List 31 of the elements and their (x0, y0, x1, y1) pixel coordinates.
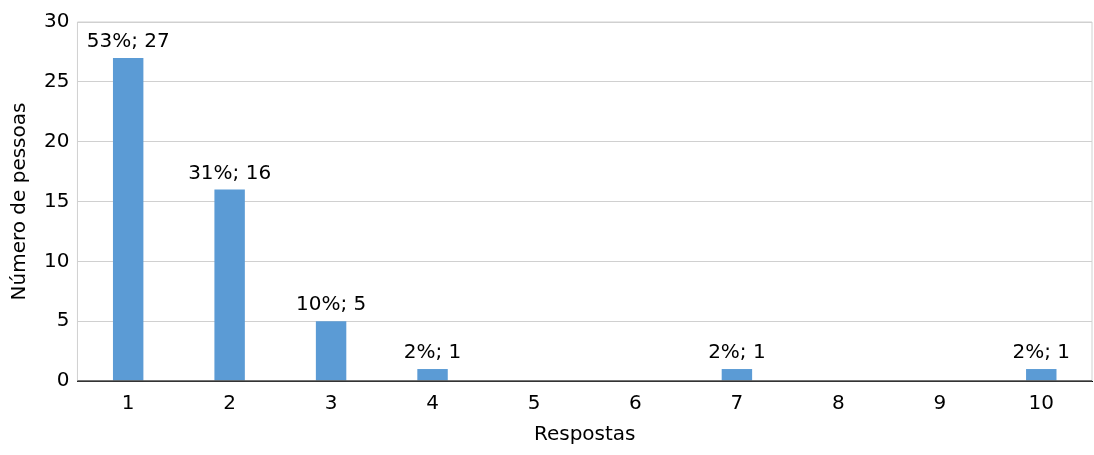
y-tick-label: 5 (56, 307, 70, 332)
data-label: 2%; 1 (403, 339, 462, 364)
bar (112, 57, 144, 381)
x-tick-label: 8 (832, 390, 845, 415)
x-tick-label: 2 (223, 390, 236, 415)
data-label: 53%; 27 (86, 28, 170, 53)
data-label: 10%; 5 (295, 291, 367, 316)
bar (214, 189, 245, 381)
y-tick-label: 30 (44, 8, 70, 33)
x-tick-label: 4 (426, 390, 439, 415)
x-tick-label: 3 (324, 390, 338, 415)
x-tick-label: 5 (527, 390, 541, 415)
bar (1026, 369, 1057, 381)
data-label: 2%; 1 (1012, 339, 1071, 364)
y-axis-title: Número de pessoas (6, 102, 31, 301)
data-label: 2%; 1 (708, 339, 766, 364)
x-tick-label: 9 (933, 390, 947, 415)
x-tick-label: 10 (1028, 390, 1054, 415)
y-tick-label: 25 (44, 68, 70, 93)
bar (721, 369, 753, 381)
data-label: 31%; 16 (188, 159, 272, 184)
x-tick-label: 6 (629, 390, 642, 415)
bar (417, 369, 448, 381)
x-axis-title: Respostas (533, 421, 636, 446)
x-tick-label: 1 (121, 390, 135, 415)
x-tick-label: 7 (730, 390, 744, 415)
y-tick-label: 0 (56, 367, 70, 392)
y-tick-label: 15 (44, 187, 70, 212)
bar (315, 321, 347, 381)
y-tick-label: 10 (44, 247, 70, 272)
y-tick-label: 20 (44, 127, 70, 152)
